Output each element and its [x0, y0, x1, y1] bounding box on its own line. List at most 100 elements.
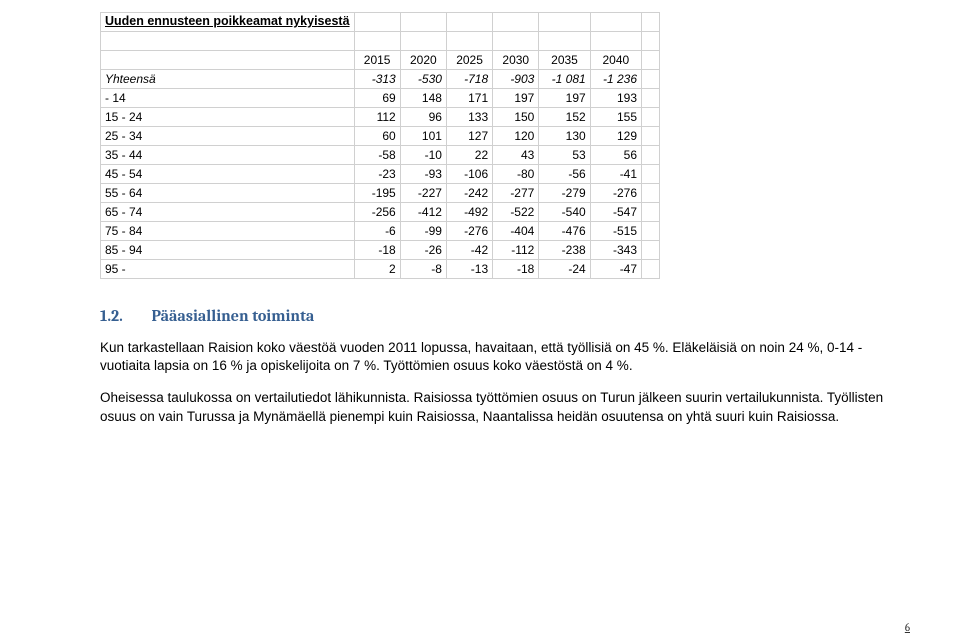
cell-value: -277 — [493, 184, 539, 203]
age-label: 55 - 64 — [101, 184, 355, 203]
cell-value: -18 — [354, 241, 400, 260]
cell-value: -279 — [539, 184, 590, 203]
cell-value: 193 — [590, 89, 641, 108]
cell-value: 197 — [493, 89, 539, 108]
cell-value: -8 — [400, 260, 446, 279]
table-row: 25 - 3460101127120130129 — [101, 127, 660, 146]
table-row: - 1469148171197197193 — [101, 89, 660, 108]
year-col: 2015 — [354, 51, 400, 70]
age-label: 15 - 24 — [101, 108, 355, 127]
cell-value: 148 — [400, 89, 446, 108]
cell-value: 155 — [590, 108, 641, 127]
cell-value: 22 — [446, 146, 492, 165]
age-label: 25 - 34 — [101, 127, 355, 146]
forecast-deviation-table: Uuden ennusteen poikkeamat nykyisestä 20… — [100, 12, 660, 279]
cell-value: -227 — [400, 184, 446, 203]
cell-value: 69 — [354, 89, 400, 108]
cell-value: 129 — [590, 127, 641, 146]
age-label: - 14 — [101, 89, 355, 108]
cell-value: -276 — [446, 222, 492, 241]
cell-value: -41 — [590, 165, 641, 184]
age-label: 65 - 74 — [101, 203, 355, 222]
cell-value: -58 — [354, 146, 400, 165]
table-row: 15 - 2411296133150152155 — [101, 108, 660, 127]
cell-value: -515 — [590, 222, 641, 241]
cell-value: -47 — [590, 260, 641, 279]
age-label: 75 - 84 — [101, 222, 355, 241]
cell-value: -93 — [400, 165, 446, 184]
age-label: 95 - — [101, 260, 355, 279]
cell-value: -242 — [446, 184, 492, 203]
table-row: 65 - 74-256-412-492-522-540-547 — [101, 203, 660, 222]
age-label: 35 - 44 — [101, 146, 355, 165]
cell-value: -256 — [354, 203, 400, 222]
cell-value: -412 — [400, 203, 446, 222]
cell-value: 101 — [400, 127, 446, 146]
total-label: Yhteensä — [101, 70, 355, 89]
year-col: 2035 — [539, 51, 590, 70]
cell-value: -6 — [354, 222, 400, 241]
cell-value: 197 — [539, 89, 590, 108]
table-row: 85 - 94-18-26-42-112-238-343 — [101, 241, 660, 260]
table-row: 95 -2-8-13-18-24-47 — [101, 260, 660, 279]
section-heading: 1.2. Pääasiallinen toiminta — [100, 307, 910, 325]
section-number: 1.2. — [100, 307, 148, 325]
cell-value: -343 — [590, 241, 641, 260]
cell-value: -276 — [590, 184, 641, 203]
table-blank-row — [101, 32, 660, 51]
cell-value: -18 — [493, 260, 539, 279]
cell-value: -10 — [400, 146, 446, 165]
cell-value: -23 — [354, 165, 400, 184]
cell-value: -547 — [590, 203, 641, 222]
cell-value: 43 — [493, 146, 539, 165]
year-col: 2040 — [590, 51, 641, 70]
cell-value: 120 — [493, 127, 539, 146]
page-number: 6 — [905, 621, 910, 634]
section-1-2: 1.2. Pääasiallinen toiminta Kun tarkaste… — [100, 307, 910, 426]
cell-value: 96 — [400, 108, 446, 127]
cell-value: -238 — [539, 241, 590, 260]
cell-value: -26 — [400, 241, 446, 260]
body-paragraph: Kun tarkastellaan Raision koko väestöä v… — [100, 339, 910, 375]
age-label: 85 - 94 — [101, 241, 355, 260]
cell-value: -99 — [400, 222, 446, 241]
cell-value: 2 — [354, 260, 400, 279]
cell-value: 152 — [539, 108, 590, 127]
age-label: 45 - 54 — [101, 165, 355, 184]
cell-value: -540 — [539, 203, 590, 222]
cell-value: -80 — [493, 165, 539, 184]
section-body: Kun tarkastellaan Raision koko väestöä v… — [100, 339, 910, 426]
cell-value: 56 — [590, 146, 641, 165]
cell-value: -13 — [446, 260, 492, 279]
table-header-row: 2015 2020 2025 2030 2035 2040 — [101, 51, 660, 70]
table-row: 55 - 64-195-227-242-277-279-276 — [101, 184, 660, 203]
table-title-row: Uuden ennusteen poikkeamat nykyisestä — [101, 13, 660, 32]
table-row: 35 - 44-58-1022435356 — [101, 146, 660, 165]
section-title: Pääasiallinen toiminta — [152, 307, 315, 325]
table-title: Uuden ennusteen poikkeamat nykyisestä — [101, 13, 355, 32]
cell-value: -492 — [446, 203, 492, 222]
body-paragraph: Oheisessa taulukossa on vertailutiedot l… — [100, 389, 910, 425]
cell-value: 60 — [354, 127, 400, 146]
cell-value: 53 — [539, 146, 590, 165]
cell-value: -476 — [539, 222, 590, 241]
cell-value: -195 — [354, 184, 400, 203]
cell-value: 150 — [493, 108, 539, 127]
year-col: 2025 — [446, 51, 492, 70]
cell-value: 133 — [446, 108, 492, 127]
cell-value: -522 — [493, 203, 539, 222]
year-col: 2020 — [400, 51, 446, 70]
year-col: 2030 — [493, 51, 539, 70]
cell-value: -42 — [446, 241, 492, 260]
cell-value: -56 — [539, 165, 590, 184]
cell-value: 130 — [539, 127, 590, 146]
cell-value: -404 — [493, 222, 539, 241]
table-row: 75 - 84-6-99-276-404-476-515 — [101, 222, 660, 241]
table-row: 45 - 54-23-93-106-80-56-41 — [101, 165, 660, 184]
cell-value: -106 — [446, 165, 492, 184]
cell-value: -24 — [539, 260, 590, 279]
cell-value: 127 — [446, 127, 492, 146]
cell-value: 112 — [354, 108, 400, 127]
cell-value: 171 — [446, 89, 492, 108]
cell-value: -112 — [493, 241, 539, 260]
